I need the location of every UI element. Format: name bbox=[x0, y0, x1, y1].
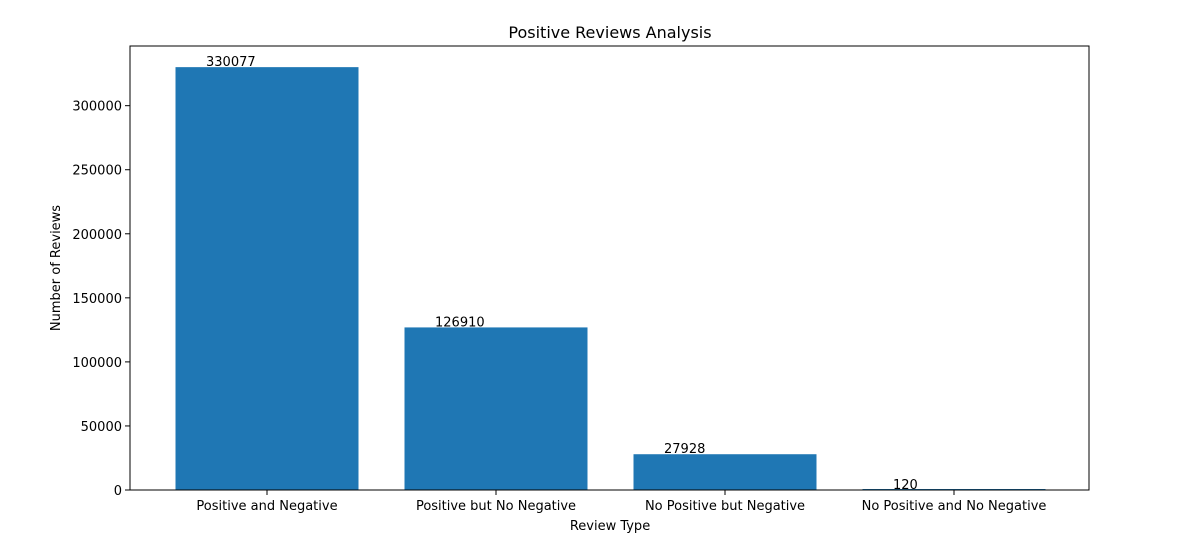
x-tick-label-2: Positive but No Negative bbox=[416, 499, 576, 514]
bar-1 bbox=[175, 67, 359, 491]
y-tick-label-3: 100000 bbox=[72, 356, 122, 371]
y-tick-label-6: 250000 bbox=[72, 164, 122, 179]
x-tick-label-4: No Positive and No Negative bbox=[862, 499, 1047, 514]
data-label-4: 120 bbox=[893, 478, 918, 493]
data-label-1: 330077 bbox=[206, 55, 256, 70]
data-labels-group: 330077 126910 27928 120 bbox=[206, 55, 918, 493]
x-tick-label-1: Positive and Negative bbox=[196, 499, 337, 514]
bar-2 bbox=[404, 327, 588, 490]
plot-area-frame bbox=[129, 45, 1090, 491]
data-label-3: 27928 bbox=[664, 442, 705, 457]
y-axis-label: Number of Reviews bbox=[49, 205, 64, 331]
data-label-2: 126910 bbox=[435, 315, 485, 330]
y-tick-label-2: 50000 bbox=[81, 420, 122, 435]
x-axis: Positive and Negative Positive but No Neg… bbox=[196, 490, 1046, 514]
bar-3 bbox=[633, 454, 817, 490]
y-tick-label-1: 0 bbox=[114, 484, 122, 499]
y-axis: 0 50000 100000 150000 200000 250000 300000 bbox=[72, 100, 130, 499]
bars-group bbox=[175, 67, 1046, 491]
x-axis-label: Review Type bbox=[570, 519, 650, 534]
y-tick-label-5: 200000 bbox=[72, 228, 122, 243]
y-tick-label-7: 300000 bbox=[72, 100, 122, 115]
chart-title: Positive Reviews Analysis bbox=[508, 23, 711, 42]
y-tick-label-4: 150000 bbox=[72, 292, 122, 307]
x-tick-label-3: No Positive but Negative bbox=[645, 499, 805, 514]
